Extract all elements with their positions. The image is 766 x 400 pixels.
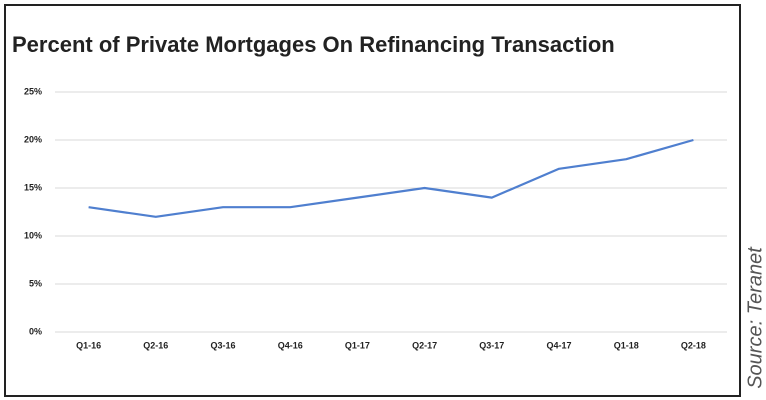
x-tick-label: Q3-17: [479, 340, 504, 350]
line: [88, 138, 694, 218]
y-tick-label: 5%: [29, 278, 42, 288]
x-tick-label: Q4-16: [278, 340, 303, 350]
x-tick-label: Q1-17: [345, 340, 370, 350]
x-tick-label: Q4-17: [546, 340, 571, 350]
x-tick-label: Q2-16: [143, 340, 168, 350]
y-tick-label: 0%: [29, 326, 42, 336]
y-tick-label: 25%: [24, 86, 42, 96]
x-tick-label: Q2-17: [412, 340, 437, 350]
x-tick-label: Q1-18: [614, 340, 639, 350]
x-tick-label: Q3-16: [210, 340, 235, 350]
chart-title: Percent of Private Mortgages On Refinanc…: [12, 32, 615, 57]
x-tick-label: Q2-18: [681, 340, 706, 350]
y-tick-label: 15%: [24, 182, 42, 192]
x-tick-label: Q1-16: [76, 340, 101, 350]
frame: [4, 4, 741, 397]
y-tick-label: 20%: [24, 134, 42, 144]
source: Source: Teranet: [744, 246, 766, 389]
y-tick-label: 10%: [24, 230, 42, 240]
